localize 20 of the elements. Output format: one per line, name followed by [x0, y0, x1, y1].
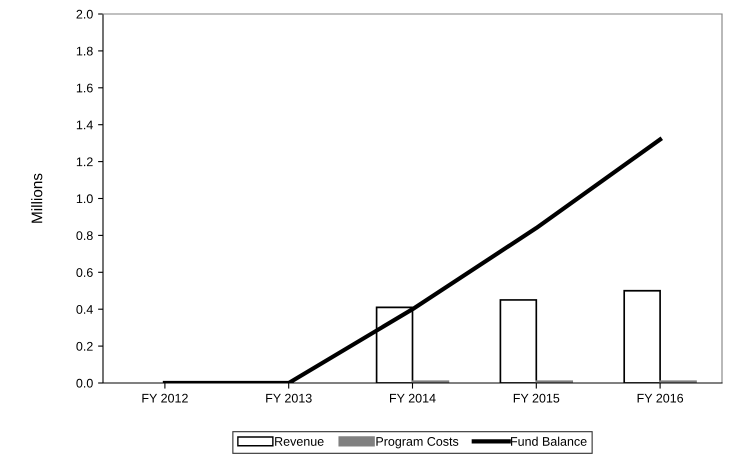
x-tick-label: FY 2015 [514, 394, 560, 403]
y-tick-label: 1.4 [76, 120, 93, 130]
x-tick-label: FY 2013 [266, 394, 312, 403]
y-tick-label: 0.0 [76, 378, 93, 388]
legend-label: Revenue [275, 437, 324, 446]
x-tick-label: FY 2012 [142, 394, 188, 403]
y-tick-label: 0.2 [76, 342, 93, 351]
x-tick-label: FY 2014 [390, 394, 436, 403]
y-tick-label: 1.6 [76, 84, 93, 92]
y-tick-label: 0.6 [76, 268, 93, 277]
y-tick-label: 0.4 [76, 305, 93, 314]
y-axis-title: Millions [31, 174, 42, 223]
y-tick-label: 1.8 [76, 46, 93, 56]
y-tick-label: 0.8 [76, 231, 93, 240]
y-tick-label: 2.0 [76, 10, 93, 19]
legend-label: Fund Balance [511, 436, 587, 446]
y-tick-label: 1.2 [76, 157, 93, 166]
legend-label: Program Costs [376, 437, 458, 448]
y-tick-label: 1.0 [76, 194, 93, 204]
x-tick-label: FY 2016 [638, 394, 684, 403]
